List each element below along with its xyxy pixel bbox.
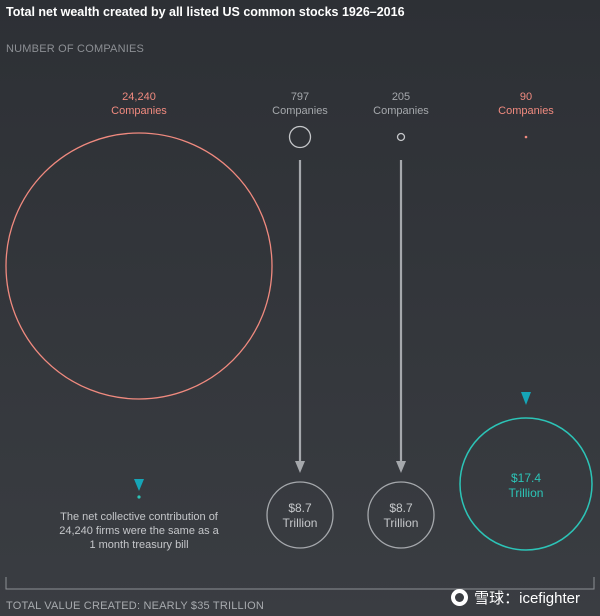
group-2-unit-label: Companies [272, 105, 328, 117]
snowball-logo-icon [451, 589, 469, 606]
note-line-1: The net collective contribution of [60, 511, 219, 523]
group-1-arrow-head [134, 479, 144, 491]
chart-title: Total net wealth created by all listed U… [6, 5, 405, 19]
group-2-count-label: 797 [291, 91, 309, 103]
total-value-label: TOTAL VALUE CREATED: NEARLY $35 TRILLION [6, 600, 265, 612]
watermark: 雪球：icefighter [451, 587, 580, 608]
group-4-value-bubble [459, 417, 593, 551]
group-2-value-label: $8.7 [288, 501, 312, 515]
group-3-value-bubble [367, 481, 435, 549]
group-2-value-unit: Trillion [283, 516, 318, 530]
total-bracket [5, 577, 595, 590]
chart-subtitle: NUMBER OF COMPANIES [6, 43, 145, 55]
group-2-arrow-head [295, 461, 305, 473]
group-1-company-bubble [5, 132, 273, 400]
group-4-count-label: 90 [520, 91, 532, 103]
group-3-value-label: $8.7 [389, 501, 413, 515]
group-4-arrow-head [521, 392, 531, 405]
note-line-3: 1 month treasury bill [89, 539, 188, 551]
group-1-count-label: 24,240 [122, 91, 156, 103]
group-4-unit-label: Companies [498, 105, 554, 117]
group-3-arrow-head [396, 461, 406, 473]
group-2-value-bubble [266, 481, 334, 549]
group-4-value-unit: Trillion [509, 486, 544, 500]
group-4-company-bubble [524, 135, 528, 139]
group-3-value-unit: Trillion [384, 516, 419, 530]
group-3-unit-label: Companies [373, 105, 429, 117]
note-line-2: 24,240 firms were the same as a [59, 525, 219, 537]
group-4-value-label: $17.4 [511, 471, 541, 485]
group-1-value-dot [137, 495, 141, 499]
group-3-company-bubble [396, 132, 406, 142]
group-3-count-label: 205 [392, 91, 410, 103]
watermark-text: 雪球：icefighter [474, 590, 580, 607]
group-1-unit-label: Companies [111, 105, 167, 117]
group-2-company-bubble [288, 125, 312, 149]
